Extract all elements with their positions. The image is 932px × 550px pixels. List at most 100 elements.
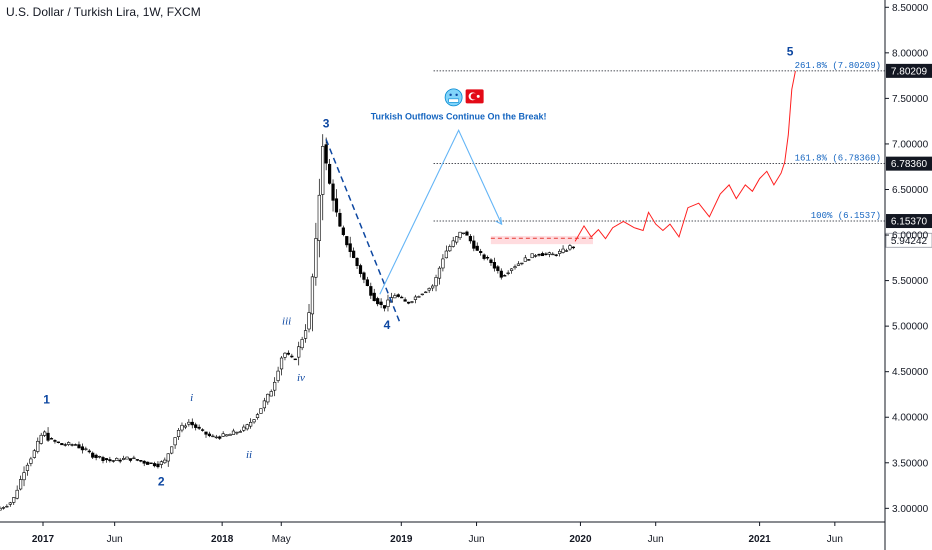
candle-body xyxy=(170,446,174,454)
candle-body xyxy=(60,443,64,446)
candle-body xyxy=(334,198,339,213)
fib-price-tag-text: 6.78360 xyxy=(891,159,928,170)
projection-arrow xyxy=(379,128,503,295)
candle-body xyxy=(273,381,277,391)
y-axis: 3.00000 3.50000 4.00000 4.50000 5.00000 5.500… xyxy=(884,0,929,550)
candle-body xyxy=(269,391,273,397)
candle-body xyxy=(417,296,421,298)
freezing-face-teeth xyxy=(448,98,459,103)
candle-body xyxy=(139,460,143,462)
candle-body xyxy=(365,279,369,287)
candle-body xyxy=(372,292,376,302)
candle-body xyxy=(235,431,239,434)
candle-body xyxy=(211,435,215,438)
candle-body xyxy=(132,457,136,460)
candle-body xyxy=(369,286,373,296)
candle-body xyxy=(355,257,359,266)
candle-body xyxy=(406,301,411,304)
candle-body xyxy=(262,400,266,409)
x-tick-label: Jun xyxy=(107,534,123,545)
x-tick-label: May xyxy=(272,534,291,545)
candle-body xyxy=(190,421,194,426)
candle-body xyxy=(348,243,352,252)
y-tick-label: 5.50000 xyxy=(892,276,929,287)
candle-body xyxy=(286,352,291,355)
resistance-zone-box xyxy=(490,235,593,245)
candle-body xyxy=(465,231,469,236)
candle-body xyxy=(444,250,448,259)
candle-body xyxy=(499,270,503,278)
y-tick-label: 7.00000 xyxy=(892,139,929,150)
candle-body xyxy=(39,434,43,444)
candle-body xyxy=(461,232,466,235)
candle-body xyxy=(207,433,212,437)
candle-body xyxy=(197,426,201,429)
candle-body xyxy=(345,236,349,246)
candle-body xyxy=(568,245,572,250)
candle-body xyxy=(101,457,105,462)
candle-body xyxy=(266,393,270,403)
candle-body xyxy=(434,277,438,287)
projection xyxy=(574,71,796,242)
candles xyxy=(0,134,575,511)
candle-body xyxy=(25,464,30,471)
candle-body xyxy=(56,441,60,443)
candle-body xyxy=(283,352,287,358)
candle-body xyxy=(276,370,280,381)
current-price-tag xyxy=(885,232,932,248)
candle-body xyxy=(468,236,472,242)
candle-body xyxy=(63,444,67,446)
candle-body xyxy=(558,250,562,254)
x-tick-label: 2021 xyxy=(748,534,771,545)
fib-label: 261.8% (7.80209) xyxy=(795,61,881,71)
candle-body xyxy=(516,263,521,266)
candle-body xyxy=(413,296,418,300)
candle-body xyxy=(431,285,435,289)
candle-body xyxy=(362,272,366,280)
candle-body xyxy=(259,408,263,414)
x-tick-label: 2020 xyxy=(569,534,592,545)
candle-body xyxy=(437,267,442,279)
candle-body xyxy=(564,250,569,252)
candle-body xyxy=(225,434,229,437)
candle-body xyxy=(152,463,157,467)
candle-body xyxy=(142,460,146,464)
candle-body xyxy=(187,421,191,425)
candle-body xyxy=(29,458,33,464)
annotation: Turkish Outflows Continue On the Break! xyxy=(371,88,547,121)
candle-body xyxy=(183,425,188,428)
fib-price-tag-text: 7.80209 xyxy=(891,66,928,77)
wave-label: 1 xyxy=(43,393,50,407)
candle-body xyxy=(393,295,397,299)
y-tick-label: 4.50000 xyxy=(892,367,929,378)
wave-label: i xyxy=(190,392,193,404)
candle-body xyxy=(221,433,225,437)
candle-body xyxy=(424,291,428,294)
x-tick-label: 2018 xyxy=(211,534,234,545)
candle-body xyxy=(146,461,150,465)
candle-body xyxy=(451,240,455,247)
candle-body xyxy=(509,268,514,271)
y-tick-label: 3.50000 xyxy=(892,458,929,469)
projection-line xyxy=(574,71,796,242)
wave-4-dashed-line xyxy=(325,139,401,322)
y-tick-label: 3.00000 xyxy=(892,504,929,515)
fib-price-tag xyxy=(886,63,932,78)
candle-body xyxy=(15,489,19,499)
candle-body xyxy=(173,437,177,446)
candle-body xyxy=(534,255,538,257)
candle-body xyxy=(242,426,246,431)
chart-title: U.S. Dollar / Turkish Lira, 1W, FXCM xyxy=(6,5,201,19)
candle-body xyxy=(128,458,133,461)
fib-price-tag-text: 6.15370 xyxy=(891,217,928,228)
candle-body xyxy=(303,330,308,339)
candle-body xyxy=(0,507,2,511)
candle-body xyxy=(5,505,9,508)
y-tick-label: 8.00000 xyxy=(892,48,929,59)
candle-body xyxy=(527,259,531,261)
candle-body xyxy=(513,266,517,269)
candle-body xyxy=(492,262,497,269)
candle-body xyxy=(118,459,122,462)
wave-label: iv xyxy=(297,372,305,384)
